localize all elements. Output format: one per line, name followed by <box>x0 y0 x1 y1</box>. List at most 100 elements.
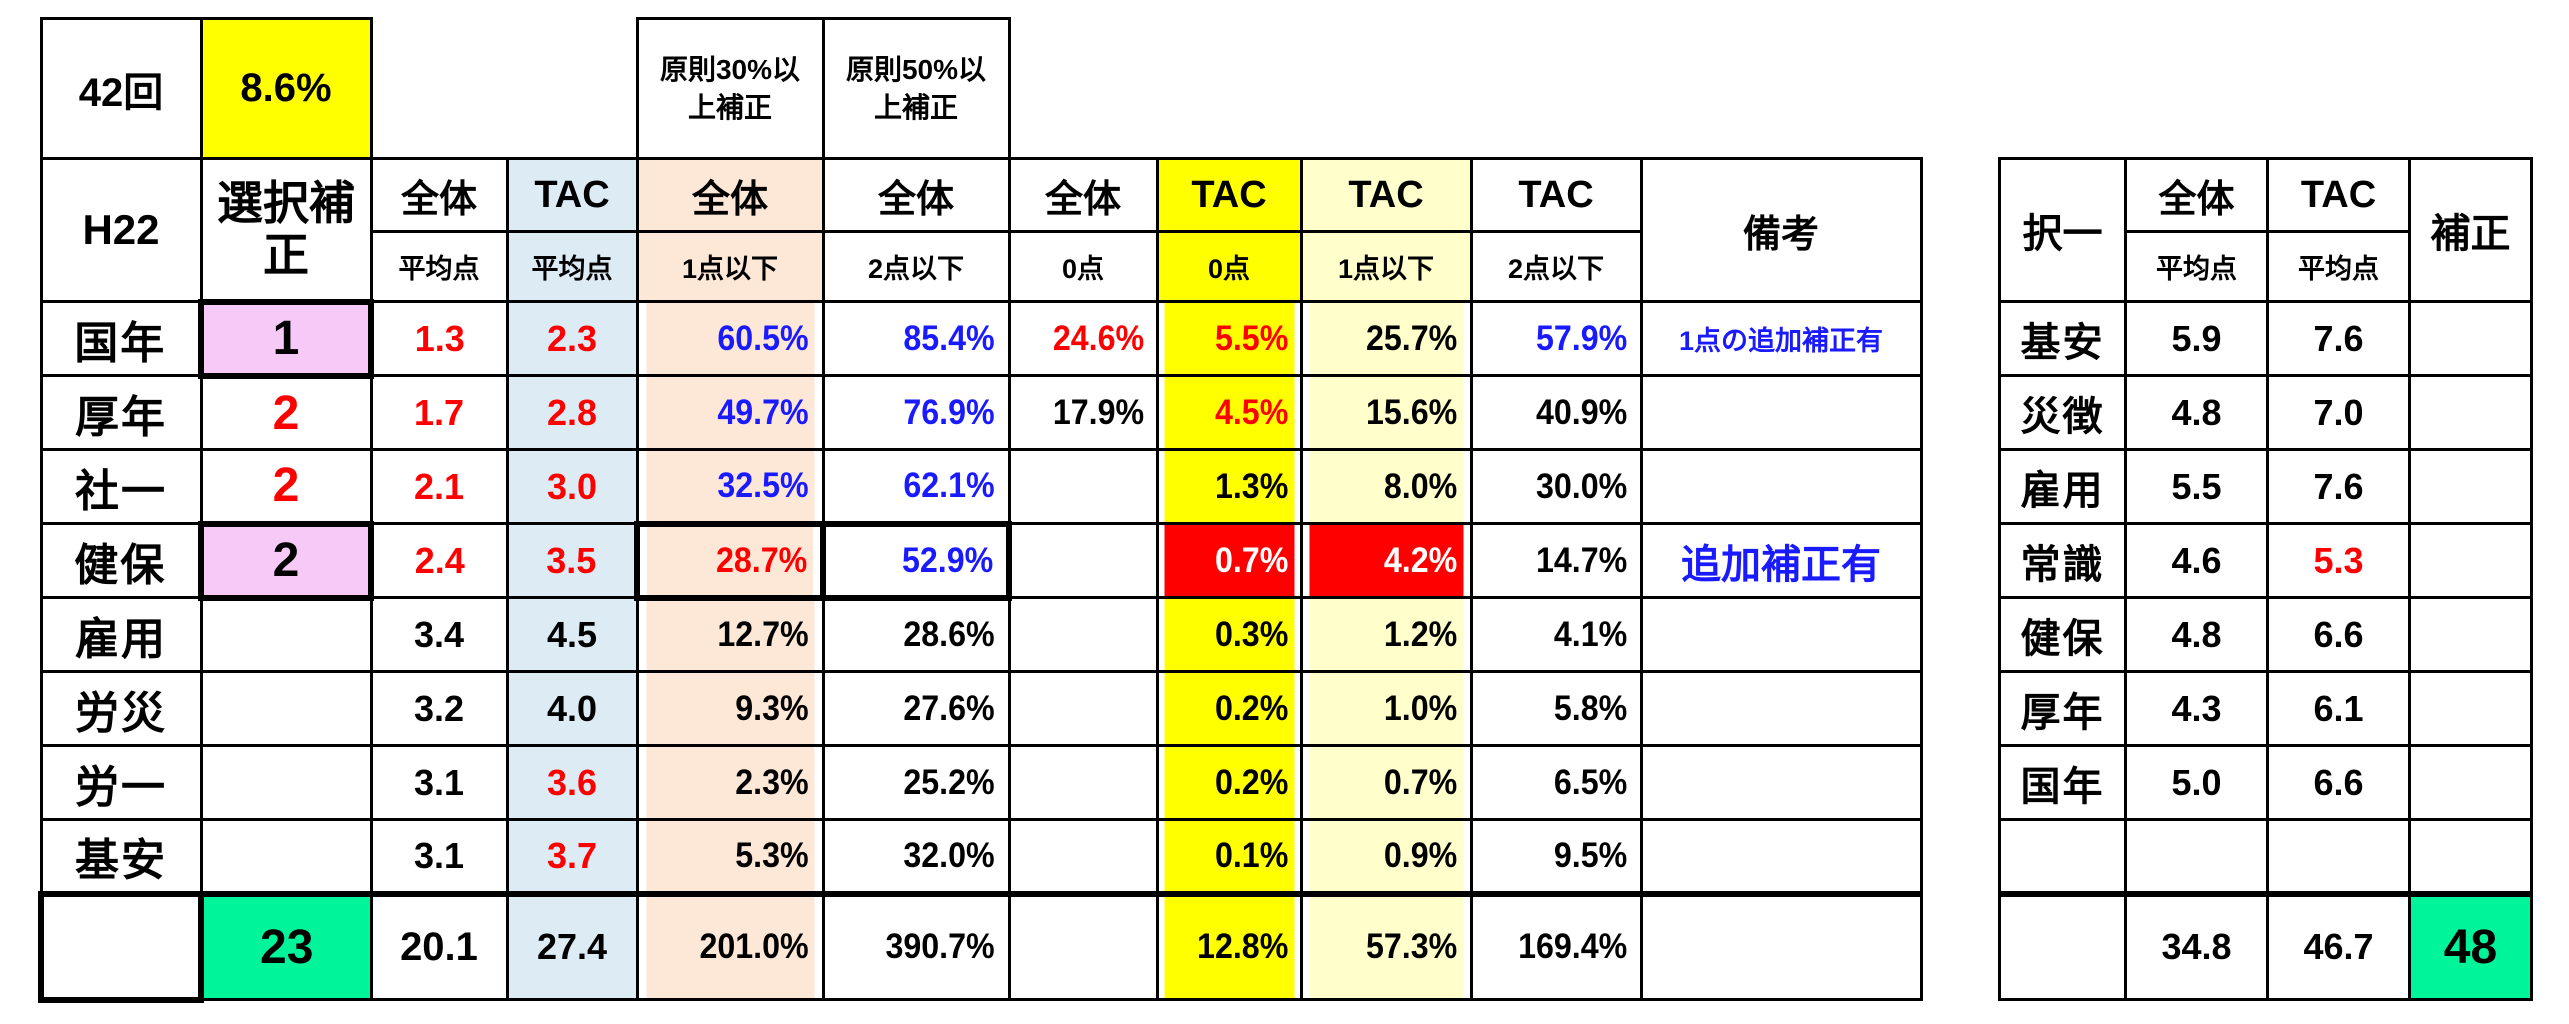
all-le2-cell: 62.1% <box>829 448 1003 525</box>
side-subheader-avg-tac: 平均点 <box>2266 230 2411 303</box>
tac-le2-cell: 57.9% <box>1476 300 1636 377</box>
selection-cell <box>199 818 373 895</box>
tac-le1-cell: 0.7% <box>1306 744 1466 821</box>
avg-tac-cell: 3.6 <box>505 744 639 821</box>
avg-tac-cell: 3.7 <box>505 818 639 895</box>
totals-row: 23 20.1 27.4 201.0% 390.7% 12.8% 57.3% 1… <box>38 890 1923 1003</box>
tac-zero-cell: 0.3% <box>1161 596 1297 673</box>
all-zero-cell: 24.6% <box>1013 300 1153 377</box>
tac-le1-cell: 0.9% <box>1306 818 1466 895</box>
subject-cell: 社一 <box>39 448 203 525</box>
side-avg-tac-cell <box>2266 818 2411 895</box>
tac-le1-cell: 25.7% <box>1306 300 1466 377</box>
remark-cell <box>1639 374 1923 451</box>
side-subject-cell: 厚年 <box>1998 670 2127 747</box>
side-subject-cell <box>1998 818 2127 895</box>
side-table-row: 厚年 4.3 6.1 <box>1998 670 2533 747</box>
tac-le2-cell: 4.1% <box>1476 596 1636 673</box>
selection-cell: 2 <box>198 520 374 601</box>
subheader-tac-le2: 2点以下 <box>1469 230 1643 303</box>
side-table-row: 常識 4.6 5.3 <box>1998 522 2533 599</box>
header-all-le2: 全体 <box>821 157 1011 233</box>
subheader-tac-zero: 0点 <box>1155 230 1303 303</box>
tac-zero-cell: 0.2% <box>1161 670 1297 747</box>
side-avg-all-cell: 4.8 <box>2124 596 2269 673</box>
side-avg-all-cell: 5.9 <box>2124 300 2269 377</box>
selection-cell: 2 <box>199 448 373 525</box>
side-subject-cell: 基安 <box>1998 300 2127 377</box>
avg-tac-cell: 4.0 <box>505 670 639 747</box>
table-row: 社一 2 2.1 3.0 32.5% 62.1% 1.3% 8.0% 30.0% <box>39 448 1923 525</box>
column-subheader-row: 平均点 平均点 1点以下 2点以下 0点 0点 1点以下 2点以下 <box>41 230 1921 303</box>
subject-cell: 労災 <box>39 670 203 747</box>
all-zero-cell <box>1013 818 1153 895</box>
table-row: 厚年 2 1.7 2.8 49.7% 76.9% 17.9% 4.5% 15.6… <box>39 374 1923 451</box>
tac-le2-cell: 9.5% <box>1476 818 1636 895</box>
tac-le2-cell: 40.9% <box>1476 374 1636 451</box>
all-le1-cell: 12.7% <box>643 596 817 673</box>
all-le1-cell: 32.5% <box>643 448 817 525</box>
tac-le1-cell: 4.2% <box>1306 522 1466 599</box>
side-avg-tac-cell: 7.0 <box>2266 374 2411 451</box>
all-zero-cell <box>1013 744 1153 821</box>
avg-all-cell: 1.7 <box>369 374 509 451</box>
subject-cell: 国年 <box>39 300 203 377</box>
note-30-percent: 原則30%以上補正 <box>635 17 825 160</box>
avg-tac-cell: 4.5 <box>505 596 639 673</box>
avg-all-cell: 2.4 <box>369 522 509 599</box>
avg-all-cell: 1.3 <box>369 300 509 377</box>
side-totals-correction-cell: 48 <box>2408 892 2533 1001</box>
header-all-zero: 全体 <box>1007 157 1159 233</box>
all-le2-cell: 76.9% <box>829 374 1003 451</box>
subheader-tac-le1: 1点以下 <box>1299 230 1473 303</box>
all-le1-cell: 5.3% <box>643 818 817 895</box>
totals-tac-le2-cell: 169.4% <box>1476 892 1636 1001</box>
side-avg-all-cell: 5.0 <box>2124 744 2269 821</box>
all-le1-cell: 9.3% <box>643 670 817 747</box>
side-avg-all-cell: 4.6 <box>2124 522 2269 599</box>
side-table-row: 災徴 4.8 7.0 <box>1998 374 2533 451</box>
side-header-row: 択一 全体 TAC 補正 <box>1998 157 2533 303</box>
side-table-row: 基安 5.9 7.6 <box>1998 300 2533 377</box>
side-header-avg-all: 全体 <box>2124 157 2269 233</box>
avg-tac-cell: 2.8 <box>505 374 639 451</box>
all-le2-cell: 85.4% <box>829 300 1003 377</box>
side-avg-tac-cell: 7.6 <box>2266 300 2411 377</box>
table-row: 労災 3.2 4.0 9.3% 27.6% 0.2% 1.0% 5.8% <box>39 670 1923 747</box>
top-header-row: 42回 8.6% 原則30%以上補正 原則50%以上補正 <box>39 17 1921 160</box>
all-le2-cell: 32.0% <box>829 818 1003 895</box>
remark-cell <box>1639 596 1923 673</box>
avg-all-cell: 2.1 <box>369 448 509 525</box>
tac-zero-cell: 4.5% <box>1161 374 1297 451</box>
all-le1-cell: 2.3% <box>643 744 817 821</box>
avg-all-cell: 3.1 <box>369 818 509 895</box>
header-tac-le2: TAC <box>1469 157 1643 233</box>
side-table-row: 健保 4.8 6.6 <box>1998 596 2533 673</box>
remark-cell <box>1639 448 1923 525</box>
side-avg-all-cell: 4.8 <box>2124 374 2269 451</box>
tac-zero-cell: 5.5% <box>1161 300 1297 377</box>
side-totals-avg-tac-cell: 46.7 <box>2266 892 2411 1001</box>
remark-cell <box>1639 744 1923 821</box>
totals-subject-cell <box>38 890 204 1003</box>
all-le2-cell: 28.6% <box>829 596 1003 673</box>
totals-avg-all-cell: 20.1 <box>369 892 509 1001</box>
table-row: 雇用 3.4 4.5 12.7% 28.6% 0.3% 1.2% 4.1% <box>39 596 1923 673</box>
side-header-avg-tac: TAC <box>2266 157 2411 233</box>
side-score-table: 択一 全体 TAC 補正 平均点 平均点 基安 5.9 7.6 災徴 4.8 7… <box>1998 157 2533 1001</box>
tac-zero-cell: 0.2% <box>1161 744 1297 821</box>
selection-cell: 2 <box>199 374 373 451</box>
side-avg-all-cell <box>2124 818 2269 895</box>
header-all-le1: 全体 <box>635 157 825 233</box>
selection-cell: 1 <box>198 298 374 379</box>
subheader-all-le1: 1点以下 <box>635 230 825 303</box>
subheader-avg-all: 平均点 <box>369 230 509 303</box>
totals-remark-cell <box>1639 892 1923 1001</box>
tac-zero-cell: 1.3% <box>1161 448 1297 525</box>
avg-all-cell: 3.4 <box>369 596 509 673</box>
subject-cell: 健保 <box>39 522 203 599</box>
side-table-row <box>1998 818 2533 895</box>
selection-cell <box>199 744 373 821</box>
tac-le2-cell: 30.0% <box>1476 448 1636 525</box>
tac-le2-cell: 14.7% <box>1476 522 1636 599</box>
